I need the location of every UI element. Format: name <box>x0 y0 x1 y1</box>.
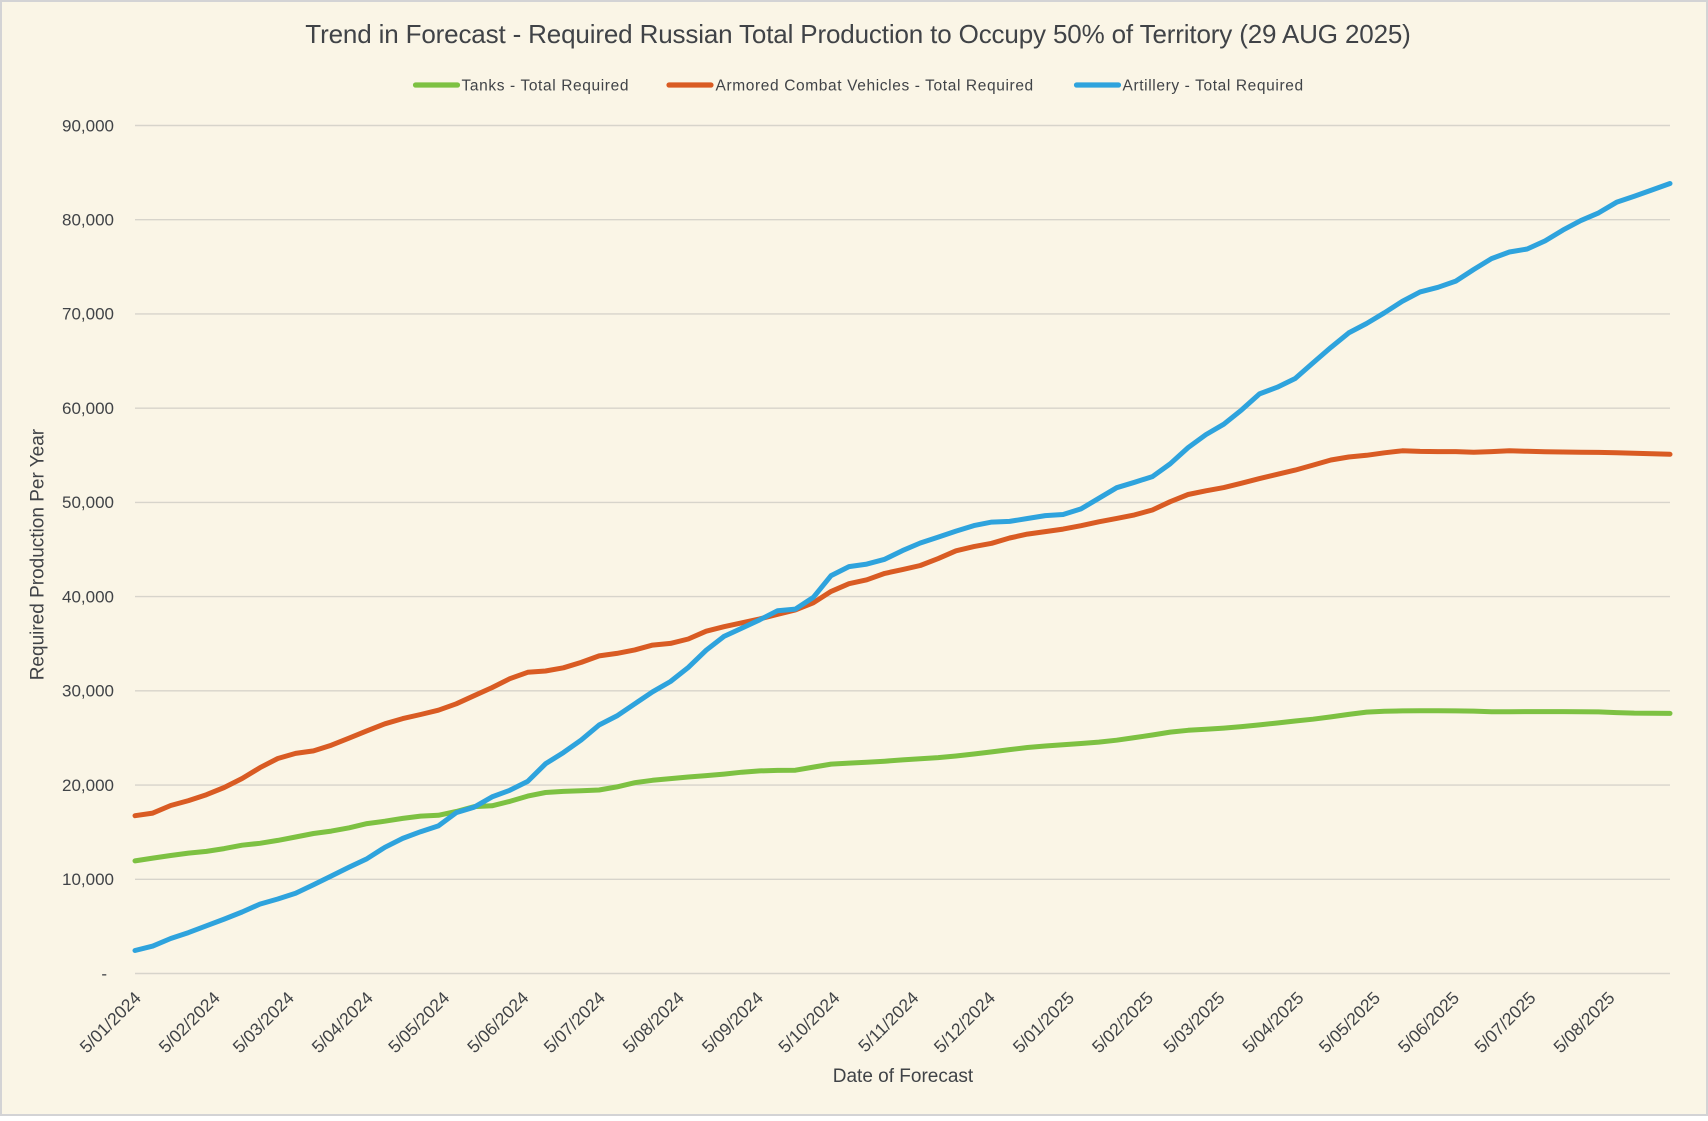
svg-text:Trend in Forecast - Required R: Trend in Forecast - Required Russian Tot… <box>305 19 1410 49</box>
svg-text:60,000: 60,000 <box>62 399 114 418</box>
svg-text:10,000: 10,000 <box>62 870 114 889</box>
svg-text:Armored Combat Vehicles - Tota: Armored Combat Vehicles - Total Required <box>716 77 1034 94</box>
svg-text:-: - <box>101 964 107 983</box>
svg-text:Date of Forecast: Date of Forecast <box>833 1066 974 1087</box>
svg-text:30,000: 30,000 <box>62 682 114 701</box>
svg-text:40,000: 40,000 <box>62 587 114 606</box>
svg-text:80,000: 80,000 <box>62 211 114 230</box>
svg-text:50,000: 50,000 <box>62 493 114 512</box>
svg-text:Tanks - Total Required: Tanks - Total Required <box>462 77 630 94</box>
svg-text:Artillery - Total Required: Artillery - Total Required <box>1123 77 1304 94</box>
svg-text:90,000: 90,000 <box>62 116 114 135</box>
svg-text:Required Production Per Year: Required Production Per Year <box>28 428 49 680</box>
svg-text:20,000: 20,000 <box>62 776 114 795</box>
svg-text:70,000: 70,000 <box>62 305 114 324</box>
